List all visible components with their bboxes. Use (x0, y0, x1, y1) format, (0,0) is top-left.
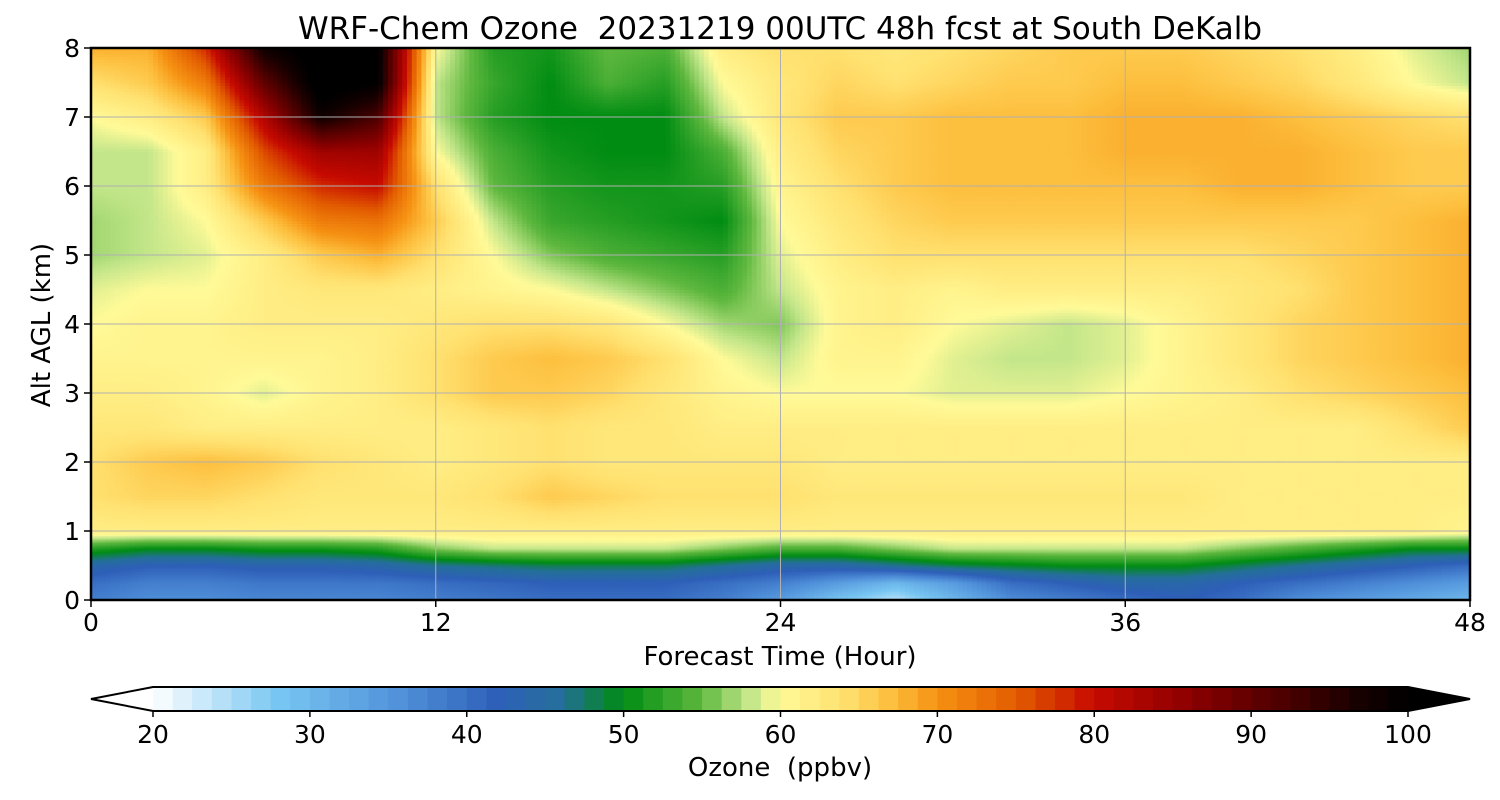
chart-title: WRF-Chem Ozone 20231219 00UTC 48h fcst a… (298, 11, 1262, 47)
